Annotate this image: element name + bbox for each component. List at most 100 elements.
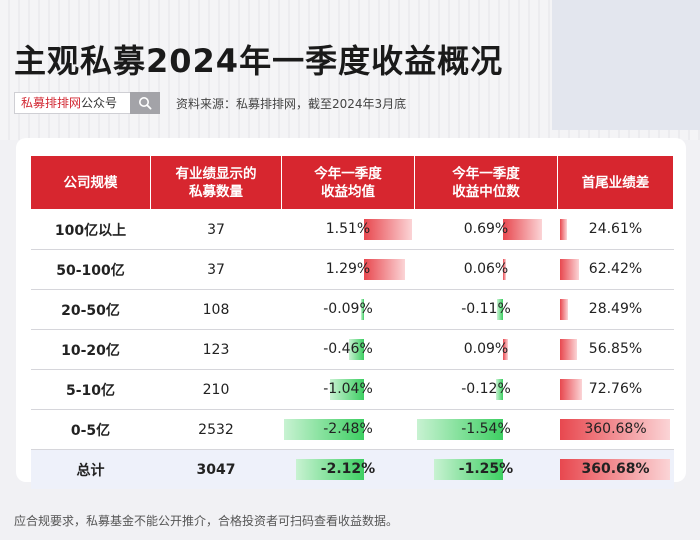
table-header-row: 公司规模 有业绩显示的 私募数量 今年一季度 收益均值 今年一季度 收益中位数 首尾业绩差 [30,155,674,210]
column-header-size-header: 公司规模 [30,155,151,210]
table-row: 0-5亿 2532 -2.48% -1.54% 360.68% [30,409,674,450]
company-size-cell: 5-10亿 [30,369,151,410]
header-text: 公司规模 [63,174,118,191]
header-text: 收益中位数 [452,183,520,200]
spread-cell: 360.68% [558,410,674,449]
table-row: 20-50亿 108 -0.09% -0.11% 28.49% [30,289,674,330]
mean-bar [360,299,364,320]
median-cell: -1.25% [415,450,558,489]
mean-bar [284,419,364,440]
corner-decoration [552,0,700,130]
spread-value: 28.49% [588,301,643,317]
median-cell: -0.12% [415,370,558,409]
company-size-cell: 10-20亿 [30,329,151,370]
source-note: 资料来源：私募排排网，截至2024年3月底 [176,97,407,111]
header-text: 首尾业绩差 [581,174,650,191]
median-cell: 0.09% [415,330,558,369]
fund-count-cell: 2532 [150,409,282,450]
fund-count-cell: 108 [150,289,282,330]
fund-count-cell: 210 [150,369,282,410]
mean-cell: 1.29% [282,250,415,289]
spread-value: 72.76% [588,381,643,397]
mean-cell: -1.04% [282,370,415,409]
mean-value: -2.48% [323,421,373,437]
column-header-median-header: 今年一季度 收益中位数 [414,155,558,210]
search-input[interactable]: 私募排排网公众号 [14,92,130,114]
company-size-cell: 总计 [30,449,151,489]
median-cell: -1.54% [415,410,558,449]
spread-bar [559,339,577,360]
mean-cell: -0.09% [282,290,415,329]
search-suffix: 公众号 [81,96,118,110]
table-row: 100亿以上 37 1.51% 0.69% 24.61% [30,209,674,250]
mean-bar [295,459,364,480]
median-value: -1.25% [458,461,514,477]
spread-bar [559,459,670,480]
spread-value: 62.42% [588,261,643,277]
spread-value: 360.68% [584,421,647,437]
mean-value: -2.12% [320,461,376,477]
table-row: 10-20亿 123 -0.46% 0.09% 56.85% [30,329,674,370]
spread-bar [559,379,582,400]
spread-cell: 28.49% [558,290,674,329]
table-row: 5-10亿 210 -1.04% -0.12% 72.76% [30,369,674,410]
spread-value: 360.68% [581,461,650,477]
fund-count-cell: 37 [150,209,282,250]
total-row: 总计 3047 -2.12% -1.25% 360.68% [30,449,674,489]
median-value: -0.11% [461,301,511,317]
median-bar [503,259,507,280]
mean-value: 1.51% [325,221,371,237]
spread-bar [559,219,567,240]
header-text: 私募数量 [189,183,243,200]
mean-value: -0.09% [323,301,373,317]
table-body: 100亿以上 37 1.51% 0.69% 24.61% 50-100亿 37 1.29% 0.… [30,209,674,489]
median-value: -0.12% [461,381,511,397]
compliance-note: 应合规要求，私募基金不能公开推介，合格投资者可扫码查看收益数据。 [14,514,399,528]
header-text: 今年一季度 [314,165,382,182]
median-bar [417,419,504,440]
spread-bar [559,299,569,320]
median-bar [503,219,542,240]
median-bar [497,299,504,320]
company-size-cell: 100亿以上 [30,209,151,250]
column-header-mean-header: 今年一季度 收益均值 [281,155,415,210]
spread-cell: 360.68% [558,450,674,489]
spread-cell: 72.76% [558,370,674,409]
median-value: -1.54% [461,421,511,437]
performance-table: 公司规模 有业绩显示的 私募数量 今年一季度 收益均值 今年一季度 收益中位数 首尾业绩差 1… [30,155,674,489]
mean-cell: -2.12% [282,450,415,489]
company-size-cell: 50-100亿 [30,249,151,290]
spread-cell: 24.61% [558,210,674,249]
company-size-cell: 0-5亿 [30,409,151,450]
spread-cell: 62.42% [558,250,674,289]
mean-cell: -2.48% [282,410,415,449]
median-value: 0.09% [463,341,509,357]
median-bar [503,339,509,360]
mean-value: -1.04% [323,381,373,397]
company-size-cell: 20-50亿 [30,289,151,330]
median-value: 0.06% [463,261,509,277]
spread-bar [559,419,670,440]
header-text: 收益均值 [321,183,375,200]
fund-count-cell: 37 [150,249,282,290]
page-title: 主观私募2024年一季度收益概况 [14,42,504,80]
mean-bar [330,379,364,400]
fund-count-cell: 123 [150,329,282,370]
header-text: 有业绩显示的 [175,165,257,182]
median-bar [433,459,504,480]
mean-cell: 1.51% [282,210,415,249]
median-cell: 0.06% [415,250,558,289]
column-header-count-header: 有业绩显示的 私募数量 [150,155,282,210]
search-bar[interactable]: 私募排排网公众号 [14,92,160,114]
search-button[interactable] [130,92,160,114]
search-icon [139,97,152,110]
header-text: 今年一季度 [452,165,520,182]
mean-value: -0.46% [323,341,373,357]
spread-bar [559,259,579,280]
mean-bar [363,219,413,240]
spread-value: 24.61% [588,221,643,237]
mean-bar [363,259,406,280]
column-header-spread-header: 首尾业绩差 [557,155,674,210]
median-bar [496,379,504,400]
spread-value: 56.85% [588,341,643,357]
